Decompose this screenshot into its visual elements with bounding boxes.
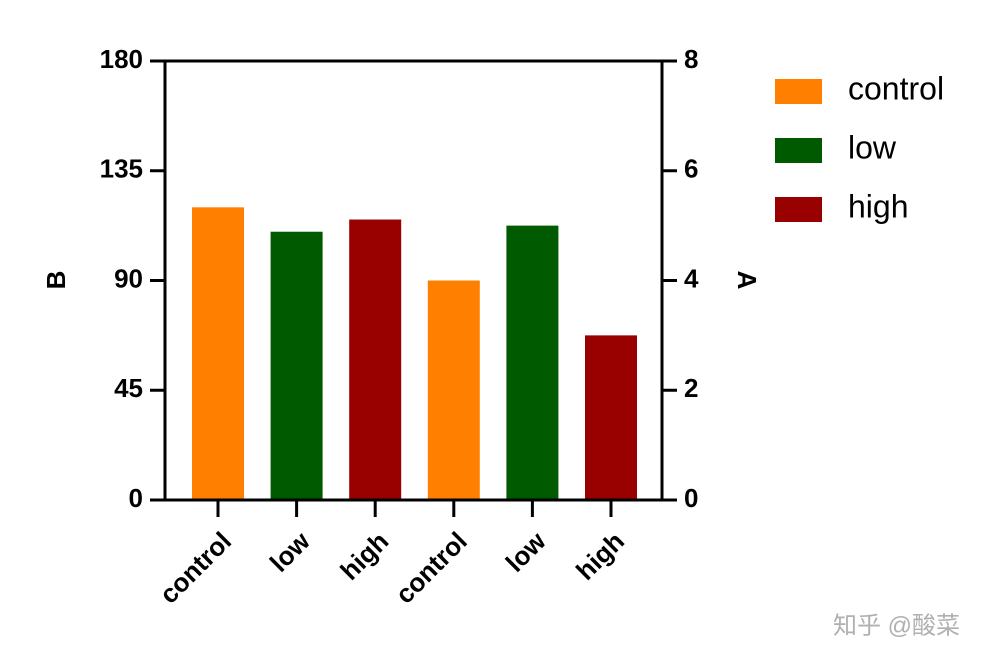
legend-label: low	[848, 129, 897, 165]
bar	[270, 231, 323, 500]
y-tick-label: 0	[129, 483, 143, 513]
legend-label: high	[848, 188, 909, 224]
bar	[427, 280, 480, 500]
bar	[506, 225, 559, 500]
bar	[192, 207, 244, 501]
y2-tick-label: 4	[684, 263, 699, 293]
x-tick-label: control	[154, 526, 238, 610]
y2-tick-label: 8	[684, 44, 698, 74]
y2-tick-label: 2	[684, 373, 698, 403]
x-tick-label: low	[500, 525, 552, 577]
x-tick-label: high	[570, 526, 630, 586]
y-tick-label: 90	[114, 263, 143, 293]
legend-swatch	[775, 79, 822, 104]
y-axis-label: B	[41, 271, 71, 290]
legend-swatch	[775, 197, 822, 222]
y-tick-label: 135	[100, 154, 143, 184]
y2-tick-label: 0	[684, 483, 698, 513]
x-tick-label: high	[334, 526, 394, 586]
bar	[585, 335, 637, 500]
watermark: 知乎 @酸菜	[833, 612, 960, 639]
y2-axis-label: A	[732, 271, 762, 290]
y-tick-label: 45	[114, 373, 143, 403]
y2-tick-label: 6	[684, 154, 698, 184]
legend-swatch	[775, 138, 822, 163]
bar	[349, 219, 402, 500]
x-tick-label: low	[264, 525, 316, 577]
y-tick-label: 180	[100, 44, 143, 74]
x-tick-label: control	[389, 526, 473, 610]
legend-label: control	[848, 70, 944, 106]
